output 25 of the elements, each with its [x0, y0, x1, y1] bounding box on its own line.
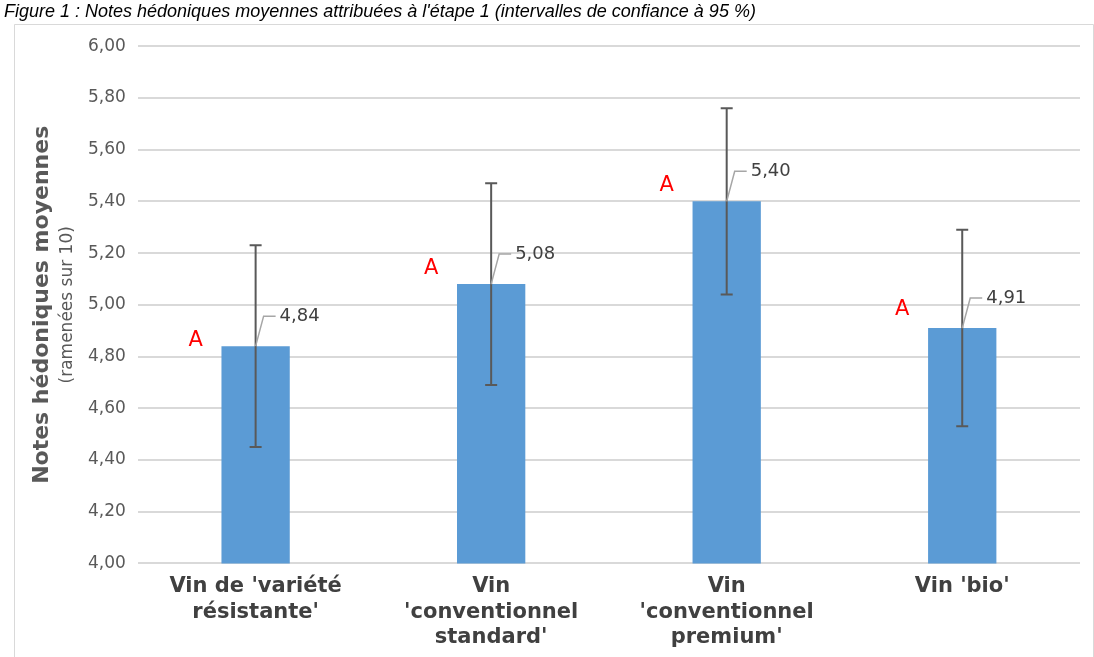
- y-tick-label: 6,00: [87, 34, 126, 55]
- x-tick-label: Vin 'conventionnel standard': [404, 573, 579, 648]
- data-label: 4,91: [986, 285, 1027, 307]
- annotation: A: [659, 172, 675, 197]
- y-tick-label: 5,40: [87, 189, 126, 210]
- y-tick-label: 5,60: [87, 138, 126, 159]
- y-tick-label: 4,40: [87, 448, 126, 469]
- y-tick-label: 5,20: [87, 241, 126, 262]
- chart-title: Figure 1 : Notes hédoniques moyennes attribuées à l'étape 1 (intervalles de confiance à 95 %): [3, 0, 757, 23]
- annotation: A: [423, 255, 439, 280]
- x-tick-label: Vin 'bio': [914, 573, 1010, 598]
- y-tick-label: 4,80: [87, 344, 126, 365]
- x-tick-label: Vin 'conventionnel premium': [639, 573, 814, 648]
- y-tick-label: 4,00: [87, 551, 126, 572]
- annotation: A: [895, 296, 911, 321]
- y-axis-title: Notes hédoniques moyennes (ramenées sur 10): [27, 125, 77, 484]
- data-label: 4,84: [279, 303, 320, 325]
- y-tick-label: 4,20: [87, 500, 126, 521]
- x-tick-label: Vin de 'variété résistante': [169, 573, 342, 623]
- data-label: 5,40: [750, 159, 791, 181]
- y-tick-label: 5,80: [87, 86, 126, 107]
- data-label: 5,08: [515, 241, 556, 263]
- y-tick-label: 5,00: [87, 293, 126, 314]
- annotation: A: [188, 327, 204, 352]
- y-tick-label: 4,60: [87, 396, 126, 417]
